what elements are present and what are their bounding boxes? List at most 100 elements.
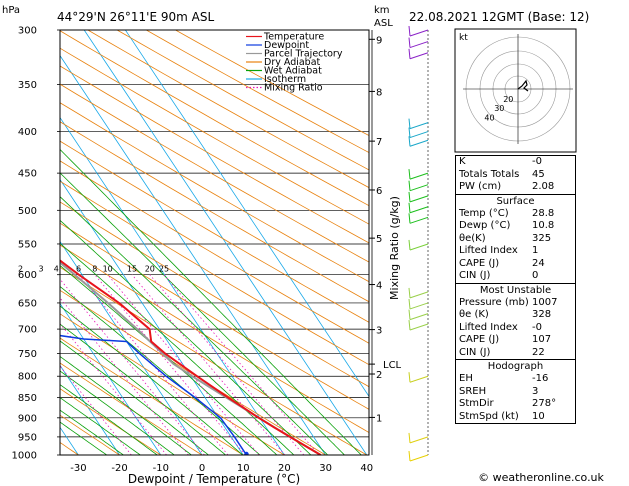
pressure-tick-label: 900 <box>18 413 37 424</box>
wind-barb-flag <box>408 319 411 331</box>
isotherm <box>60 302 162 455</box>
wind-barb <box>409 184 429 192</box>
pressure-tick-label: 550 <box>18 240 37 251</box>
index-label: K <box>459 156 466 167</box>
km-tick-label: 7 <box>376 137 382 148</box>
index-row: CIN (J) 22 <box>456 347 575 360</box>
wet-adiabat <box>60 409 125 455</box>
legend-label: Temperature <box>263 32 324 43</box>
dry-adiabat <box>60 180 369 366</box>
temperature-tick-label: 0 <box>199 463 205 474</box>
temperature-trace <box>60 259 322 455</box>
pressure-tick-label: 850 <box>18 393 37 404</box>
wet-adiabat <box>60 421 108 455</box>
index-row: StmDir 278° <box>456 398 575 411</box>
index-label: Lifted Index <box>459 245 518 256</box>
wind-barb <box>409 313 429 321</box>
legend-label: Mixing Ratio <box>264 83 323 94</box>
isotherm <box>60 426 79 455</box>
index-value: 1 <box>532 245 539 256</box>
mixing-ratio-label: 8 <box>92 265 97 274</box>
dry-adiabat <box>60 388 162 455</box>
index-label: CIN (J) <box>459 346 491 358</box>
index-value: 2.08 <box>532 181 555 192</box>
wet-adiabat <box>60 370 175 455</box>
dry-adiabat <box>60 140 369 323</box>
isotherm <box>60 364 120 455</box>
dry-adiabat <box>60 222 369 410</box>
hodograph-ring-label: 40 <box>484 114 494 123</box>
km-tick-label: 9 <box>376 35 382 46</box>
wind-barb <box>409 131 429 139</box>
indices-surface: Temp (°C) 28.8 Dewp (°C) 10.8 θe(K) 325 Lifted… <box>456 208 575 283</box>
index-label: θe(K) <box>459 232 486 244</box>
wet-adiabat <box>60 397 141 455</box>
index-value: -0 <box>532 321 542 333</box>
mixing-ratio-label: 3 <box>39 265 44 274</box>
index-value: 107 <box>532 334 552 345</box>
wet-adiabat <box>60 356 192 455</box>
indices-table: K -0 Totals Totals 45 PW (cm) 2.08 Surface Te… <box>455 155 576 424</box>
temperature-tick-label: -30 <box>70 463 86 474</box>
index-row: Temp (°C) 28.8 <box>456 208 575 221</box>
wind-barb-flag <box>408 372 411 383</box>
wind-barb <box>409 52 429 60</box>
index-row: SREH 3 <box>456 386 575 399</box>
x-axis-title: Dewpoint / Temperature (°C) <box>128 472 300 486</box>
hodograph-ring-label: 30 <box>494 104 504 113</box>
temperature-tick-label: 10 <box>237 463 250 474</box>
dry-adiabat <box>60 362 203 455</box>
index-row: EH -16 <box>456 373 575 386</box>
mixing-ratio-line <box>163 274 320 455</box>
km-tick-label: 4 <box>376 281 382 292</box>
wind-barb-flag <box>408 127 411 138</box>
dry-adiabat <box>116 30 369 171</box>
legend-label: Isotherm <box>264 74 306 85</box>
wind-barb-flag <box>408 213 411 224</box>
dry-adiabat <box>60 244 369 434</box>
indices-most-unstable: Pressure (mb) 1007 θe (K) 328 Lifted Index -0… <box>456 297 575 360</box>
dry-adiabat <box>60 65 369 244</box>
wind-barb <box>409 29 429 37</box>
pressure-tick-label: 500 <box>18 206 37 217</box>
pressure-tick-label: 950 <box>18 432 37 443</box>
index-value: -16 <box>532 373 549 384</box>
index-value: 1007 <box>532 296 558 308</box>
index-label: Dewp (°C) <box>459 220 511 231</box>
hpa-label: hPa <box>2 5 20 16</box>
index-label: StmDir <box>459 398 494 409</box>
hodograph-ring-label: 20 <box>503 95 513 104</box>
location-title: 44°29'N 26°11'E 90m ASL <box>57 10 214 24</box>
pressure-tick-label: 650 <box>18 298 37 309</box>
wind-barb-flag <box>408 432 411 443</box>
km-tick-label: LCL <box>383 360 402 371</box>
wind-barb-flag <box>408 25 411 37</box>
wet-adiabat <box>60 196 329 455</box>
dry-adiabat <box>60 83 369 263</box>
mixing-ratio-line <box>60 322 167 455</box>
hodograph-title: Hodograph <box>456 359 575 373</box>
dry-adiabat <box>60 313 286 455</box>
pressure-tick-label: 600 <box>18 270 37 281</box>
wind-barb-flag <box>408 118 411 129</box>
index-value: 10 <box>532 410 545 422</box>
wind-barb-flag <box>408 309 411 320</box>
index-row: CIN (J) 0 <box>456 270 575 283</box>
index-row: θe(K) 325 <box>456 233 575 246</box>
index-label: Lifted Index <box>459 321 518 333</box>
index-label: CAPE (J) <box>459 257 500 269</box>
wind-barb <box>409 172 429 180</box>
dry-adiabat <box>60 414 121 455</box>
index-label: StmSpd (kt) <box>459 410 519 422</box>
surface-dewpoint-marker <box>244 451 249 455</box>
isotherm <box>60 116 285 455</box>
pressure-tick-label: 800 <box>18 372 37 383</box>
index-label: CIN (J) <box>459 270 491 281</box>
asl-label: ASL <box>374 18 393 29</box>
mixing-ratio-label: 25 <box>159 265 169 274</box>
datetime-label: 22.08.2021 12GMT (Base: 12) <box>409 10 589 24</box>
wind-barb <box>409 216 429 224</box>
pressure-tick-label: 400 <box>18 127 37 138</box>
index-value: -0 <box>532 156 542 167</box>
